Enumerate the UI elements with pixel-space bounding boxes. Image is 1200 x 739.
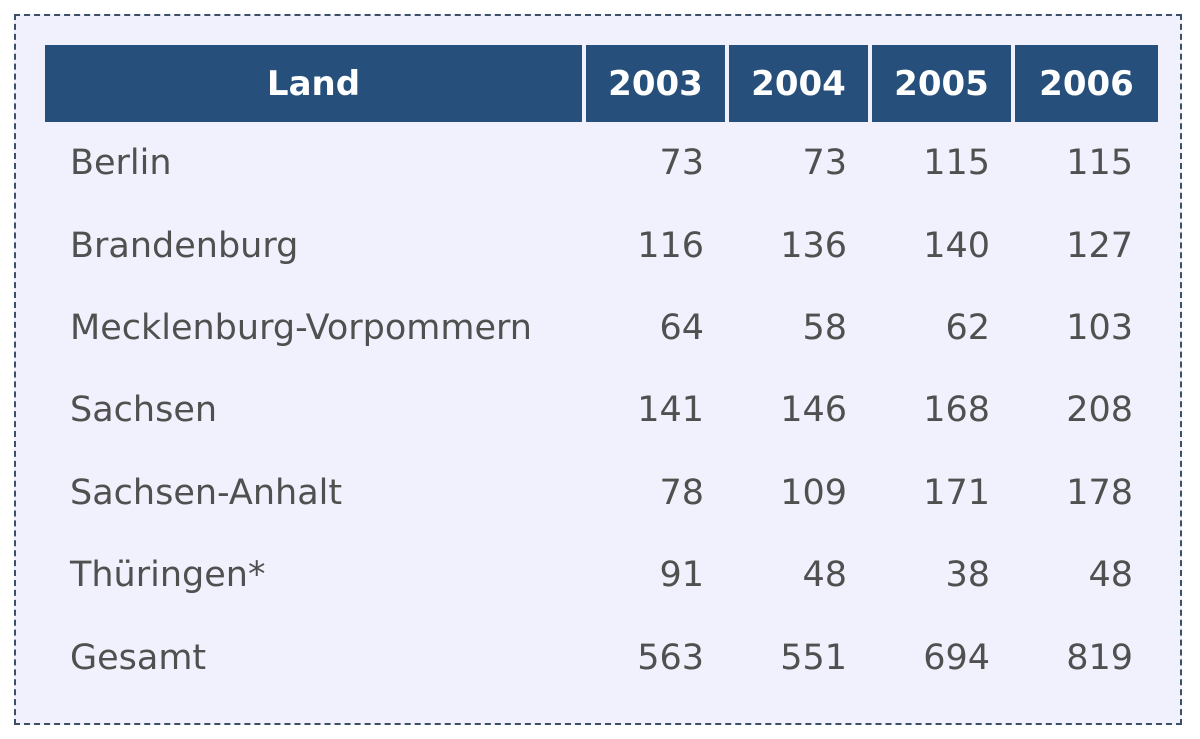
data-table: Land 2003 2004 2005 2006 Berlin 73 73 11… [45,45,1158,699]
cell-value: 78 [659,472,704,513]
cell-value: 58 [802,307,847,348]
table-header-row: Land 2003 2004 2005 2006 [45,45,1158,122]
cell-value: 127 [1066,225,1133,266]
cell-value: 140 [923,225,990,266]
table-row-total: Gesamt 563 551 694 819 [45,616,1158,698]
cell-value: 141 [637,390,704,431]
row-label: Sachsen-Anhalt [70,472,343,513]
cell-value: 146 [780,390,847,431]
cell-value: 103 [1066,307,1133,348]
cell-value: 171 [923,472,990,513]
row-label: Brandenburg [70,225,299,266]
table-row: Sachsen-Anhalt 78 109 171 178 [45,452,1158,534]
row-label: Sachsen [70,390,218,431]
header-2004: 2004 [729,45,872,122]
cell-value: 115 [1066,143,1133,184]
cell-value: 136 [780,225,847,266]
cell-value: 73 [802,143,847,184]
cell-value: 109 [780,472,847,513]
cell-value: 115 [923,143,990,184]
table-panel: Land 2003 2004 2005 2006 Berlin 73 73 11… [14,14,1182,725]
table-row: Brandenburg 116 136 140 127 [45,204,1158,286]
cell-value: 116 [637,225,704,266]
row-label: Gesamt [70,637,207,678]
header-2006: 2006 [1015,45,1158,122]
header-2005: 2005 [872,45,1015,122]
cell-value: 38 [945,555,990,596]
cell-value: 64 [659,307,704,348]
cell-value: 551 [780,637,847,678]
cell-value: 694 [923,637,990,678]
table-row: Mecklenburg-Vorpommern 64 58 62 103 [45,287,1158,369]
table-row: Berlin 73 73 115 115 [45,122,1158,204]
table-row: Thüringen* 91 48 38 48 [45,534,1158,616]
row-label: Berlin [70,143,172,184]
cell-value: 178 [1066,472,1133,513]
cell-value: 73 [659,143,704,184]
cell-value: 563 [637,637,704,678]
cell-value: 208 [1066,390,1133,431]
cell-value: 62 [945,307,990,348]
table-row: Sachsen 141 146 168 208 [45,369,1158,451]
cell-value: 168 [923,390,990,431]
cell-value: 91 [659,555,704,596]
cell-value: 48 [1088,555,1133,596]
cell-value: 819 [1066,637,1133,678]
row-label: Thüringen* [70,555,266,596]
row-label: Mecklenburg-Vorpommern [70,307,532,348]
header-land: Land [45,45,586,122]
cell-value: 48 [802,555,847,596]
header-2003: 2003 [586,45,729,122]
